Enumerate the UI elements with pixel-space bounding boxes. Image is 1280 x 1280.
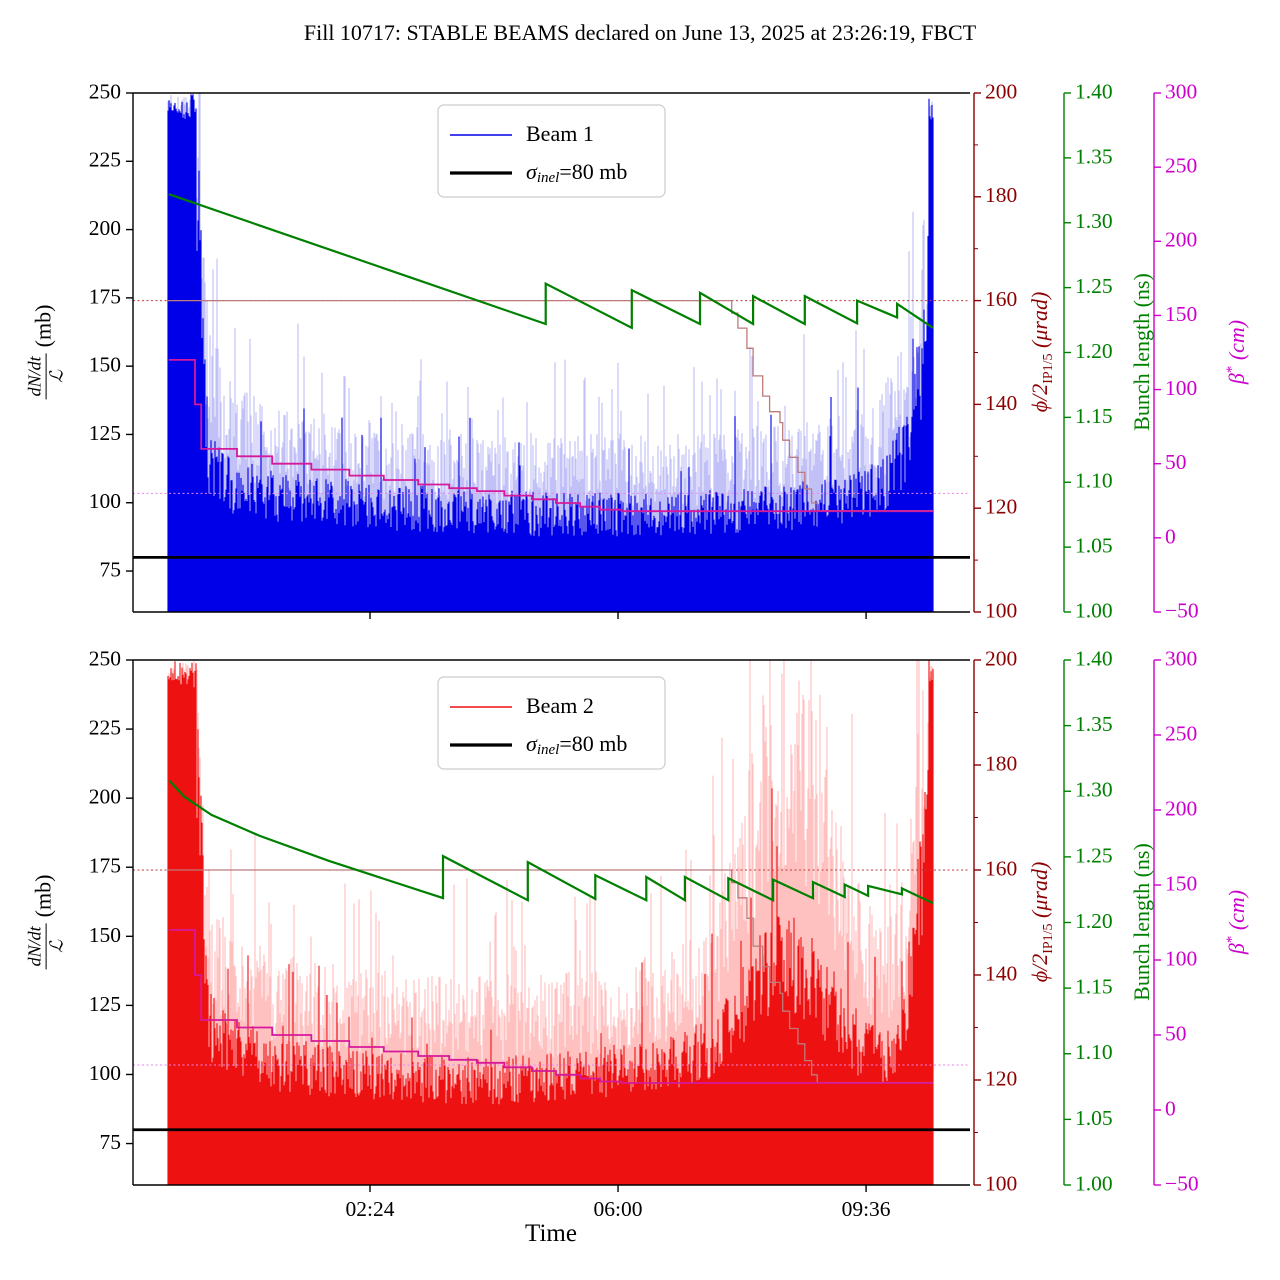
tick-label: 180 bbox=[985, 751, 1017, 775]
panel-beam1: 75 100 125 150 175 200 225 250 100 120 140 160 180 20… bbox=[89, 79, 1199, 622]
tick-label: 200 bbox=[89, 785, 121, 809]
tick-label: 75 bbox=[100, 1130, 122, 1154]
bunch-length-line bbox=[168, 193, 934, 330]
tick-label: 125 bbox=[89, 992, 121, 1016]
beta-axis-label-bottom: β* (cm) bbox=[1223, 889, 1250, 955]
tick-label: 100 bbox=[985, 598, 1017, 622]
tick-label: 0 bbox=[1165, 1096, 1176, 1120]
tick-label: 1.05 bbox=[1075, 1106, 1113, 1130]
tick-label: 120 bbox=[985, 1066, 1017, 1090]
tick-label: 1.20 bbox=[1075, 339, 1113, 363]
tick-label: 200 bbox=[985, 646, 1017, 670]
tick-label: 140 bbox=[985, 391, 1017, 415]
tick-label: −50 bbox=[1165, 1171, 1199, 1195]
beta-star-line bbox=[168, 929, 933, 1084]
tick-label: 1.00 bbox=[1075, 1171, 1113, 1195]
tick-label: 225 bbox=[89, 716, 121, 740]
tick-label: 1.25 bbox=[1075, 274, 1113, 298]
tick-label: 100 bbox=[985, 1171, 1017, 1195]
tick-label: 1.25 bbox=[1075, 843, 1113, 867]
tick-label: 1.05 bbox=[1075, 534, 1113, 558]
tick-label: 160 bbox=[985, 856, 1017, 880]
tick-label: 150 bbox=[89, 353, 121, 377]
tick-label: 1.15 bbox=[1075, 404, 1113, 428]
y-axis-fraction: dN/dt ℒ bbox=[25, 353, 67, 400]
tick-label: 125 bbox=[89, 421, 121, 445]
tick-label: 300 bbox=[1165, 79, 1197, 103]
tick-label: 1.35 bbox=[1075, 712, 1113, 736]
tick-label: 160 bbox=[985, 287, 1017, 311]
x-tick-label: 06:00 bbox=[594, 1197, 643, 1221]
tick-label: 140 bbox=[985, 961, 1017, 985]
beta-axis-label-top: β* (cm) bbox=[1223, 319, 1250, 385]
tick-label: 200 bbox=[1165, 228, 1197, 252]
legend-sigma-label: σinel=80 mb bbox=[526, 731, 627, 758]
x-tick-label: 02:24 bbox=[346, 1197, 395, 1221]
beta-star-line bbox=[168, 359, 933, 513]
tick-label: 175 bbox=[89, 284, 121, 308]
tick-label: 1.20 bbox=[1075, 909, 1113, 933]
tick-label: 1.10 bbox=[1075, 469, 1113, 493]
tick-label: 150 bbox=[1165, 871, 1197, 895]
panel-beam2: 75 100 125 150 175 200 225 250 100 120 140 160 180 20… bbox=[89, 646, 1199, 1221]
tick-label: 250 bbox=[1165, 721, 1197, 745]
tick-label: 1.40 bbox=[1075, 79, 1113, 103]
tick-label: 300 bbox=[1165, 646, 1197, 670]
figure-title: Fill 10717: STABLE BEAMS declared on Jun… bbox=[303, 20, 977, 45]
tick-label: 120 bbox=[985, 495, 1017, 519]
tick-label: 175 bbox=[89, 854, 121, 878]
tick-label: 1.40 bbox=[1075, 646, 1113, 670]
tick-label: 1.10 bbox=[1075, 1040, 1113, 1064]
tick-label: 50 bbox=[1165, 1021, 1187, 1045]
tick-label: 200 bbox=[985, 79, 1017, 103]
tick-label: 100 bbox=[89, 489, 121, 513]
tick-label: 150 bbox=[1165, 302, 1197, 326]
crossing-angle-line bbox=[168, 299, 933, 512]
tick-label: 1.15 bbox=[1075, 975, 1113, 999]
tick-label: 0 bbox=[1165, 524, 1176, 548]
phi-axis-label-top: ϕ/2IP1/5 (μrad) bbox=[1026, 291, 1057, 413]
bunch-axis-label-top: Bunch length (ns) bbox=[1129, 273, 1154, 431]
legend-beam-label: Beam 2 bbox=[526, 693, 594, 718]
tick-label: 250 bbox=[89, 79, 121, 103]
tick-label: 150 bbox=[89, 923, 121, 947]
legend-sigma-label: σinel=80 mb bbox=[526, 159, 627, 186]
crossing-angle-line bbox=[168, 869, 933, 1084]
tick-label: 225 bbox=[89, 148, 121, 172]
tick-label: −50 bbox=[1165, 598, 1199, 622]
tick-label: 75 bbox=[100, 557, 122, 581]
bunch-axis-label-bottom: Bunch length (ns) bbox=[1129, 843, 1154, 1001]
tick-label: 50 bbox=[1165, 450, 1187, 474]
tick-label: 200 bbox=[1165, 796, 1197, 820]
y-axis-label-top: dN/dt ℒ (mb) bbox=[25, 305, 67, 400]
y-axis-label-bottom: dN/dt ℒ (mb) bbox=[25, 875, 67, 970]
tick-label: 250 bbox=[1165, 154, 1197, 178]
tick-label: 1.30 bbox=[1075, 209, 1113, 233]
tick-label: 250 bbox=[89, 646, 121, 670]
tick-label: 1.30 bbox=[1075, 778, 1113, 802]
bunch-length-line bbox=[168, 779, 934, 905]
tick-label: 100 bbox=[89, 1061, 121, 1085]
tick-label: 100 bbox=[1165, 946, 1197, 970]
tick-label: 1.35 bbox=[1075, 144, 1113, 168]
legend-beam-label: Beam 1 bbox=[526, 121, 594, 146]
tick-label: 200 bbox=[89, 216, 121, 240]
x-axis-label: Time bbox=[525, 1220, 577, 1247]
phi-axis-label-bottom: ϕ/2IP1/5 (μrad) bbox=[1026, 861, 1057, 983]
tick-label: 180 bbox=[985, 183, 1017, 207]
x-tick-label: 09:36 bbox=[842, 1197, 891, 1221]
tick-label: 100 bbox=[1165, 376, 1197, 400]
tick-label: 1.00 bbox=[1075, 598, 1113, 622]
y-axis-fraction: dN/dt ℒ bbox=[25, 923, 67, 970]
